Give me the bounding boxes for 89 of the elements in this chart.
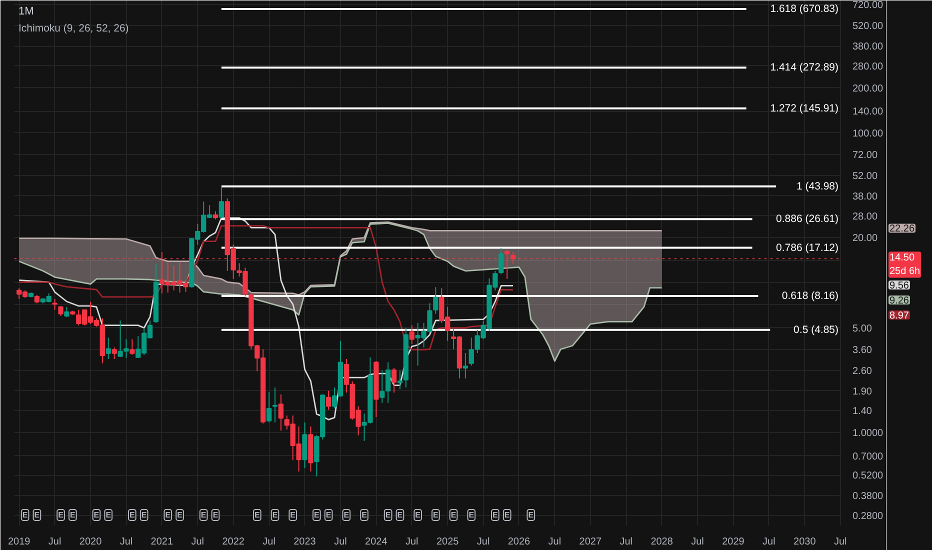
text: Ichimoku (9, 26, 52, 26) bbox=[18, 22, 129, 34]
y-tick-label: 200.00 bbox=[852, 83, 884, 94]
ref-line-label: 1.414 (272.89) bbox=[770, 62, 839, 74]
x-tick-label: 2026 bbox=[508, 536, 531, 548]
ref-line-label: 0.5 (4.85) bbox=[794, 324, 839, 336]
y-tick-label: 1.0000 bbox=[852, 428, 884, 440]
x-tick-label: Jul bbox=[762, 536, 776, 548]
annotation: E bbox=[130, 510, 136, 520]
annotation: E bbox=[492, 510, 499, 520]
annotation: E bbox=[94, 510, 100, 520]
x-tick-label: Jul bbox=[191, 536, 204, 548]
annotation: E bbox=[415, 510, 422, 520]
annotation: E bbox=[528, 510, 534, 520]
x-tick-label: Jul bbox=[120, 536, 133, 548]
text: 22.26 bbox=[890, 224, 915, 235]
x-tick-label: 2019 bbox=[8, 536, 31, 548]
x-tick-label: 2023 bbox=[294, 536, 316, 548]
y-tick-label: 1.40 bbox=[852, 406, 872, 418]
y-tick-label: 0.3800 bbox=[852, 491, 884, 502]
annotation: E bbox=[272, 510, 278, 520]
ref-line-label: 1.618 (670.83) bbox=[770, 3, 839, 16]
y-tick-label: 5.00 bbox=[852, 323, 872, 334]
x-tick-label: Jul bbox=[262, 536, 276, 548]
annotation: E bbox=[141, 510, 148, 520]
x-tick-label: Jul bbox=[548, 536, 562, 548]
x-tick-label: Jul bbox=[48, 536, 62, 548]
annotation: E bbox=[290, 510, 296, 520]
annotation: E bbox=[314, 510, 320, 520]
annotation: E bbox=[200, 510, 207, 520]
annotation: E bbox=[58, 510, 64, 520]
x-tick-label: Jul bbox=[834, 536, 847, 548]
y-tick-label: 72.00 bbox=[852, 150, 878, 161]
x-tick-label: 2020 bbox=[79, 536, 102, 548]
x-tick-label: Jul bbox=[476, 536, 490, 548]
ref-line-label: 1.272 (145.91) bbox=[770, 102, 839, 114]
x-tick-label: 2021 bbox=[150, 536, 174, 548]
y-tick-label: 52.00 bbox=[852, 170, 878, 182]
annotation: E bbox=[468, 510, 475, 520]
ref-line-label: 0.786 (17.12) bbox=[776, 242, 839, 254]
y-tick-label: 0.5200 bbox=[852, 470, 884, 482]
y-tick-label: 380.00 bbox=[852, 42, 884, 53]
x-tick-label: 2024 bbox=[365, 536, 388, 548]
y-tick-label: 38.00 bbox=[852, 191, 878, 202]
annotation: E bbox=[254, 510, 260, 520]
annotation: E bbox=[433, 510, 440, 520]
x-tick-label: 2025 bbox=[436, 536, 460, 548]
annotation: E bbox=[450, 510, 457, 520]
x-tick-label: 2022 bbox=[222, 536, 245, 548]
x-tick-label: Jul bbox=[691, 536, 704, 548]
y-tick-label: 20.00 bbox=[852, 233, 878, 244]
text: 9.26 bbox=[890, 296, 910, 307]
annotation: E bbox=[177, 510, 184, 520]
y-tick-label: 1.90 bbox=[852, 386, 872, 398]
x-tick-label: Jul bbox=[620, 536, 633, 548]
text: 9.56 bbox=[890, 280, 910, 292]
y-tick-label: 100.00 bbox=[852, 128, 884, 140]
text: 14.50 25d 6h bbox=[890, 252, 920, 277]
y-tick-label: 28.00 bbox=[852, 211, 878, 222]
x-tick-label: Jul bbox=[334, 536, 347, 548]
y-tick-label: 0.2800 bbox=[852, 510, 884, 522]
y-tick-label: 3.60 bbox=[852, 344, 872, 356]
annotation: E bbox=[165, 510, 172, 520]
annotation: E bbox=[22, 510, 28, 520]
x-tick-label: 2029 bbox=[722, 536, 745, 548]
x-tick-label: Jul bbox=[405, 536, 418, 548]
annotation: E bbox=[362, 510, 368, 520]
annotation: E bbox=[326, 510, 332, 520]
annotation: E bbox=[70, 510, 76, 520]
x-tick-label: 2027 bbox=[579, 536, 602, 548]
text: 8.97 bbox=[890, 310, 910, 322]
annotation: E bbox=[344, 510, 350, 520]
ref-line-label: 0.618 (8.16) bbox=[782, 290, 839, 302]
annotation: E bbox=[34, 510, 40, 520]
y-tick-label: 2.60 bbox=[852, 366, 872, 377]
ref-line-label: 0.886 (26.61) bbox=[776, 213, 839, 226]
y-tick-label: 140.00 bbox=[852, 106, 884, 118]
y-tick-label: 0.7000 bbox=[852, 451, 884, 462]
annotation: E bbox=[504, 510, 510, 520]
ref-line-label: 1 (43.98) bbox=[796, 180, 839, 192]
y-tick-label: 520.00 bbox=[852, 21, 884, 32]
annotation: E bbox=[212, 510, 219, 520]
x-tick-label: 2030 bbox=[794, 536, 816, 548]
y-tick-label: 280.00 bbox=[852, 61, 884, 72]
annotation: E bbox=[385, 510, 392, 520]
annotation: E bbox=[397, 510, 404, 520]
text: 1M bbox=[18, 6, 34, 18]
annotation: E bbox=[106, 510, 112, 520]
x-tick-label: 2028 bbox=[650, 536, 674, 548]
y-tick-label: 720.00 bbox=[852, 0, 884, 11]
